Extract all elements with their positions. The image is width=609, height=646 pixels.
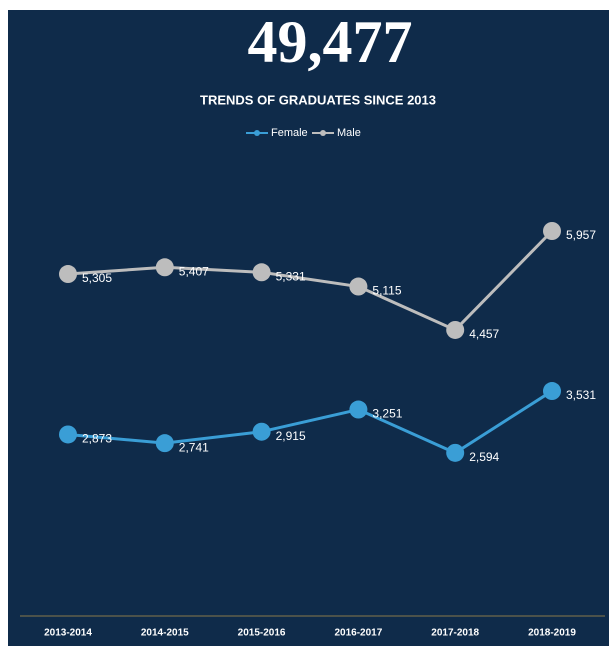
legend-label: Male bbox=[337, 127, 361, 139]
x-tick-label: 2017-2018 bbox=[431, 628, 479, 639]
data-label: 3,251 bbox=[372, 407, 402, 421]
data-point bbox=[252, 263, 271, 282]
data-point bbox=[446, 320, 465, 339]
data-point bbox=[349, 400, 368, 419]
x-tick-label: 2018-2019 bbox=[528, 628, 576, 639]
data-label: 5,305 bbox=[82, 271, 112, 285]
x-tick-label: 2014-2015 bbox=[141, 628, 189, 639]
panel bbox=[8, 10, 609, 646]
data-point bbox=[59, 265, 77, 284]
data-label: 2,741 bbox=[179, 440, 209, 454]
x-tick-label: 2016-2017 bbox=[334, 628, 382, 639]
data-label: 3,531 bbox=[566, 388, 596, 402]
data-point bbox=[446, 443, 465, 462]
data-label: 5,957 bbox=[566, 228, 596, 242]
chart-title: TRENDS OF GRADUATES SINCE 2013 bbox=[200, 92, 436, 107]
legend-marker bbox=[254, 130, 260, 136]
data-label: 5,407 bbox=[179, 264, 209, 278]
data-point bbox=[59, 425, 77, 444]
data-label: 2,873 bbox=[82, 432, 112, 446]
data-point bbox=[252, 422, 271, 441]
data-point bbox=[155, 258, 174, 277]
data-point bbox=[543, 382, 561, 401]
headline: 49,477 bbox=[248, 9, 413, 75]
data-point bbox=[349, 277, 368, 296]
data-label: 5,115 bbox=[372, 284, 401, 298]
series-line bbox=[67, 389, 553, 455]
x-tick-label: 2013-2014 bbox=[44, 628, 92, 639]
x-tick-label: 2015-2016 bbox=[238, 628, 286, 639]
data-point bbox=[543, 222, 561, 240]
data-point bbox=[155, 434, 174, 453]
data-label: 2,915 bbox=[276, 429, 306, 443]
legend-label: Female bbox=[271, 127, 308, 139]
legend-marker bbox=[320, 130, 326, 136]
data-label: 5,331 bbox=[276, 269, 306, 283]
data-label: 4,457 bbox=[469, 327, 499, 341]
data-label: 2,594 bbox=[469, 450, 499, 464]
series-line bbox=[67, 229, 554, 332]
